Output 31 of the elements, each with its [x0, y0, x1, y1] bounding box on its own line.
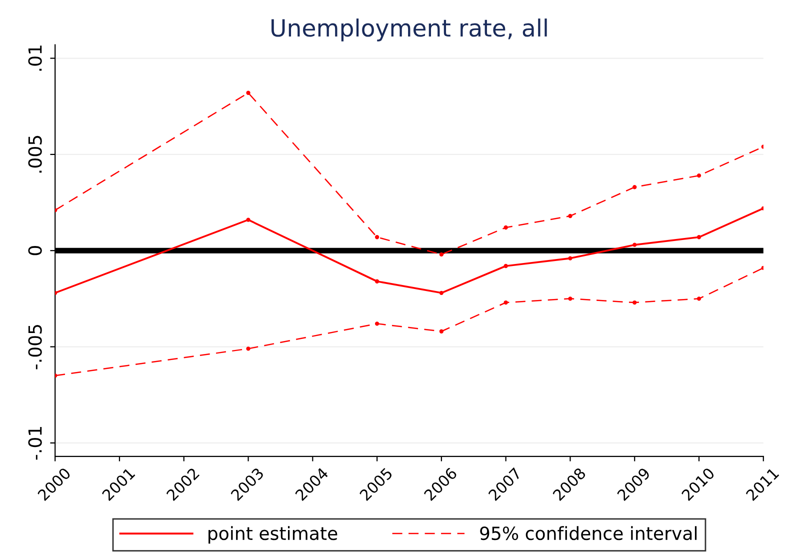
legend-label: 95% confidence interval: [480, 526, 697, 540]
point: [696, 235, 702, 240]
point: [246, 90, 250, 95]
y-tick-label: -.005: [28, 324, 42, 370]
point: [439, 329, 444, 334]
point: [504, 225, 508, 230]
point: [504, 264, 508, 268]
y-tick-label: .01: [28, 46, 42, 71]
y-tick-label: -.01: [28, 426, 42, 460]
line-series: [55, 266, 764, 378]
point: [632, 185, 637, 190]
point: [439, 252, 444, 257]
point: [374, 279, 380, 284]
point: [696, 296, 702, 301]
point: [374, 235, 380, 240]
point: [246, 218, 250, 222]
y-tick-label: 0: [28, 246, 42, 256]
legend-label: point estimate: [208, 526, 338, 544]
point: [632, 242, 637, 247]
point: [504, 300, 508, 305]
point: [632, 300, 637, 305]
y-tick-label: .005: [28, 136, 42, 173]
chart-title: Unemployment rate, all: [272, 18, 547, 42]
point: [568, 214, 572, 218]
point: [439, 290, 444, 295]
point: [696, 174, 702, 178]
point: [374, 322, 380, 326]
point: [568, 256, 572, 260]
point: [246, 346, 250, 351]
point: [568, 296, 572, 301]
line-series: [55, 206, 764, 295]
